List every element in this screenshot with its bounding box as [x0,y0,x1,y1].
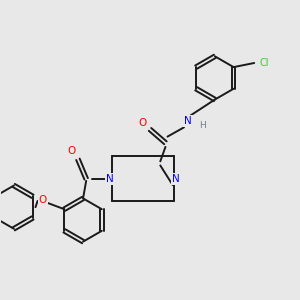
Text: N: N [106,174,114,184]
Text: H: H [199,121,206,130]
Text: N: N [172,174,180,184]
Text: N: N [184,116,192,126]
Text: O: O [68,146,76,156]
Text: O: O [139,118,147,128]
Text: Cl: Cl [260,58,269,68]
Text: O: O [39,195,47,205]
